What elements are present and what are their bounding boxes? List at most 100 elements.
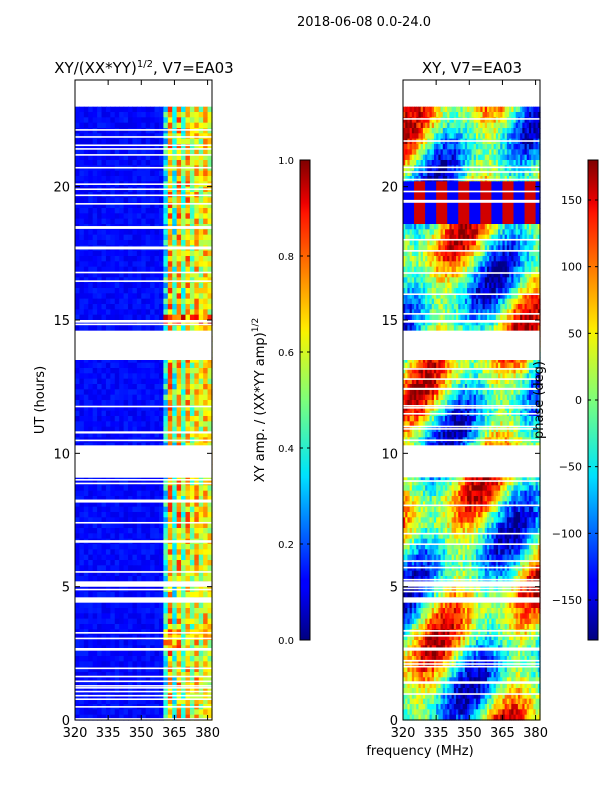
heatmap-cell (167, 565, 173, 572)
heatmap-cell (132, 197, 138, 204)
heatmap-cell (145, 213, 151, 220)
heatmap-cell (407, 133, 411, 140)
heatmap-cell (491, 208, 495, 214)
heatmap-cell (460, 213, 464, 220)
heatmap-cell (110, 202, 116, 209)
heatmap-cell (119, 282, 125, 289)
heatmap-cell (158, 656, 164, 662)
heatmap-cell (403, 112, 406, 118)
heatmap-cell (531, 133, 534, 140)
heatmap-cell (418, 165, 422, 172)
heatmap-cell (203, 128, 209, 134)
heatmap-cell (110, 272, 116, 278)
heatmap-cell (88, 554, 94, 561)
heatmap-cell (189, 389, 195, 396)
heatmap-cell (114, 570, 120, 577)
heatmap-cell (511, 117, 515, 124)
heatmap-cell (88, 320, 94, 326)
heatmap-cell (75, 106, 81, 113)
heatmap-cell (533, 106, 537, 113)
heatmap-cell (75, 282, 81, 289)
heatmap-cell (110, 261, 116, 268)
heatmap-cell (105, 656, 111, 662)
heatmap-cell (97, 410, 103, 417)
heatmap-cell (114, 304, 120, 310)
heatmap-cell (101, 197, 107, 204)
heatmap-cell (181, 149, 187, 156)
heatmap-cell (456, 149, 459, 156)
heatmap-cell (88, 272, 94, 278)
heatmap-cell (167, 256, 173, 262)
heatmap-cell (75, 533, 81, 540)
heatmap-cell (141, 384, 147, 390)
heatmap-cell (449, 106, 453, 113)
heatmap-cell (158, 666, 164, 673)
heatmap-cell (451, 186, 455, 193)
heatmap-cell (422, 128, 426, 134)
heatmap-cell (150, 485, 156, 492)
flagged-row (75, 203, 212, 205)
heatmap-cell (185, 213, 191, 220)
heatmap-cell (101, 362, 107, 369)
heatmap-cell (132, 400, 138, 406)
heatmap-cell (407, 122, 411, 129)
heatmap-cell (194, 533, 200, 540)
heatmap-cell (425, 122, 428, 129)
heatmap-cell (189, 282, 195, 289)
heatmap-cell (403, 202, 406, 209)
heatmap-cell (114, 368, 120, 374)
heatmap-cell (515, 128, 519, 134)
heatmap-cell (453, 133, 457, 140)
heatmap-cell (189, 106, 195, 113)
heatmap-cell (110, 176, 116, 182)
heatmap-cell (75, 618, 81, 625)
heatmap-cell (522, 112, 526, 118)
heatmap-cell (123, 709, 129, 716)
flagged-row (75, 405, 212, 408)
heatmap-cell (176, 256, 182, 262)
heatmap-cell (176, 128, 182, 134)
heatmap-cell (97, 517, 103, 524)
y-tick-label: 0 (62, 714, 70, 729)
heatmap-cell (194, 272, 200, 278)
heatmap-cell (462, 133, 466, 140)
heatmap-cell (105, 490, 111, 497)
heatmap-cell (189, 384, 195, 390)
heatmap-cell (203, 400, 209, 406)
heatmap-cell (110, 138, 116, 145)
heatmap-cell (97, 229, 103, 236)
heatmap-cell (207, 117, 213, 124)
heatmap-cell (92, 256, 98, 262)
heatmap-cell (136, 565, 142, 572)
heatmap-cell (119, 304, 125, 310)
heatmap-cell (207, 714, 213, 721)
heatmap-cell (114, 138, 120, 145)
heatmap-cell (97, 202, 103, 209)
heatmap-cell (79, 613, 85, 620)
heatmap-cell (403, 133, 406, 140)
heatmap-cell (163, 122, 169, 129)
heatmap-cell (442, 202, 446, 209)
left-colorbar-label-main: XY amp. / (XX*YY amp) (253, 332, 268, 482)
heatmap-cell (167, 149, 173, 156)
heatmap-cell (403, 122, 406, 129)
left-title-power: 1/2 (137, 59, 153, 70)
heatmap-cell (119, 106, 125, 113)
heatmap-cell (511, 186, 515, 193)
left-panel-title: XY/(XX*YY)1/2, V7=EA03 (54, 59, 233, 77)
heatmap-cell (132, 378, 138, 385)
heatmap-cell (83, 570, 89, 577)
heatmap-cell (489, 106, 492, 113)
heatmap-cell (203, 394, 209, 401)
heatmap-cell (407, 154, 411, 161)
heatmap-cell (88, 517, 94, 524)
heatmap-cell (110, 410, 116, 417)
heatmap-cell (141, 570, 147, 577)
heatmap-cell (114, 698, 120, 705)
heatmap-cell (438, 208, 442, 214)
heatmap-cell (482, 128, 486, 134)
heatmap-cell (136, 112, 142, 118)
heatmap-cell (456, 170, 459, 177)
heatmap-cell (172, 426, 178, 433)
